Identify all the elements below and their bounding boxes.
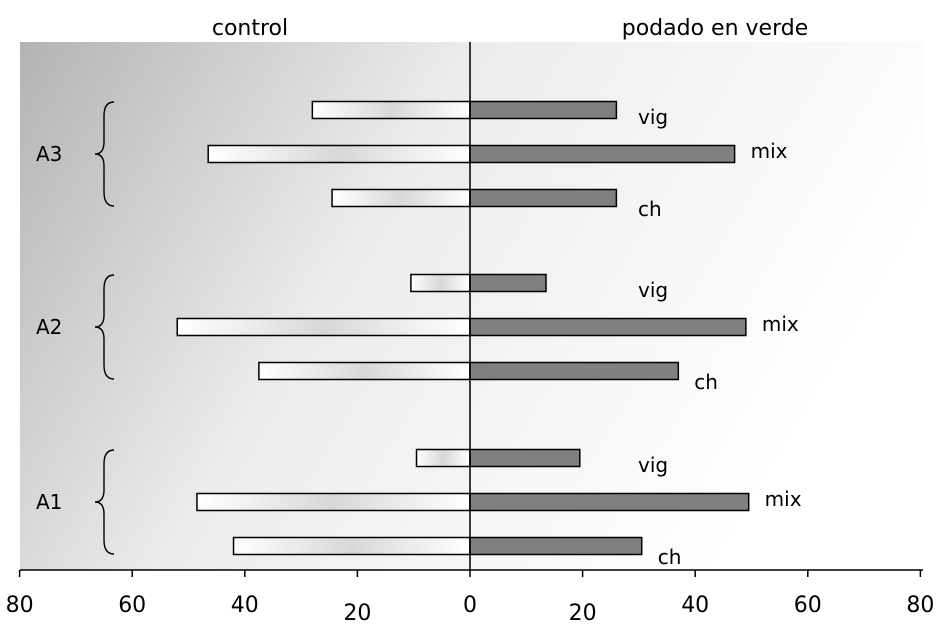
x-tick-label: 0 bbox=[463, 593, 477, 618]
left-header: control bbox=[212, 16, 288, 41]
bar-control-a2-ch bbox=[258, 361, 471, 381]
category-label-a3-ch: ch bbox=[638, 197, 662, 221]
bar-control-a3-mix bbox=[207, 144, 471, 164]
category-label-a2-ch: ch bbox=[694, 370, 718, 394]
group-label-a3: A3 bbox=[36, 142, 62, 166]
category-label-a1-vig: vig bbox=[638, 453, 668, 477]
bar-podado-a1-ch bbox=[469, 536, 643, 556]
bar-podado-a3-vig bbox=[469, 100, 618, 120]
category-label-a3-vig: vig bbox=[638, 105, 668, 129]
bars-layer bbox=[176, 100, 750, 556]
category-label-a1-ch: ch bbox=[658, 545, 682, 569]
bar-control-a1-ch bbox=[232, 536, 471, 556]
bar-podado-a2-mix bbox=[469, 317, 747, 337]
labels-layer: vig mix ch A3 vig mix ch A2 vig mix ch A1 bbox=[36, 101, 802, 569]
category-label-a2-vig: vig bbox=[638, 278, 668, 302]
bar-podado-a3-ch bbox=[469, 188, 618, 208]
group-brace-a1 bbox=[94, 449, 115, 555]
x-axis-ticks: 80 60 40 20 0 20 40 60 80 bbox=[6, 570, 934, 624]
category-label-a1-mix: mix bbox=[765, 487, 802, 511]
x-tick-label: 60 bbox=[118, 593, 146, 618]
bar-control-a3-vig bbox=[311, 100, 471, 120]
group-brace-a3 bbox=[94, 101, 115, 207]
bar-podado-a2-vig bbox=[469, 273, 547, 293]
group-brace-a2 bbox=[94, 274, 115, 380]
category-label-a3-mix: mix bbox=[751, 139, 788, 163]
x-tick-label: 80 bbox=[906, 593, 934, 618]
x-tick-label: 80 bbox=[6, 593, 34, 618]
x-tick-label: 60 bbox=[794, 593, 822, 618]
group-label-a2: A2 bbox=[36, 315, 62, 339]
x-tick-label: 20 bbox=[569, 601, 597, 624]
bar-podado-a1-vig bbox=[469, 448, 581, 468]
bar-control-a1-vig bbox=[415, 448, 471, 468]
x-tick-label: 40 bbox=[681, 593, 709, 618]
bar-podado-a3-mix bbox=[469, 144, 736, 164]
x-tick-label: 20 bbox=[343, 601, 371, 624]
right-header: podado en verde bbox=[622, 16, 808, 41]
group-label-a1: A1 bbox=[36, 490, 62, 514]
plot-background bbox=[20, 42, 923, 570]
bar-podado-a1-mix bbox=[469, 492, 750, 512]
x-tick-label: 40 bbox=[231, 593, 259, 618]
bar-control-a3-ch bbox=[331, 188, 471, 208]
bar-control-a2-vig bbox=[410, 273, 471, 293]
bar-podado-a2-ch bbox=[469, 361, 680, 381]
category-label-a2-mix: mix bbox=[762, 312, 799, 336]
bar-control-a2-mix bbox=[176, 317, 471, 337]
bar-control-a1-mix bbox=[196, 492, 471, 512]
